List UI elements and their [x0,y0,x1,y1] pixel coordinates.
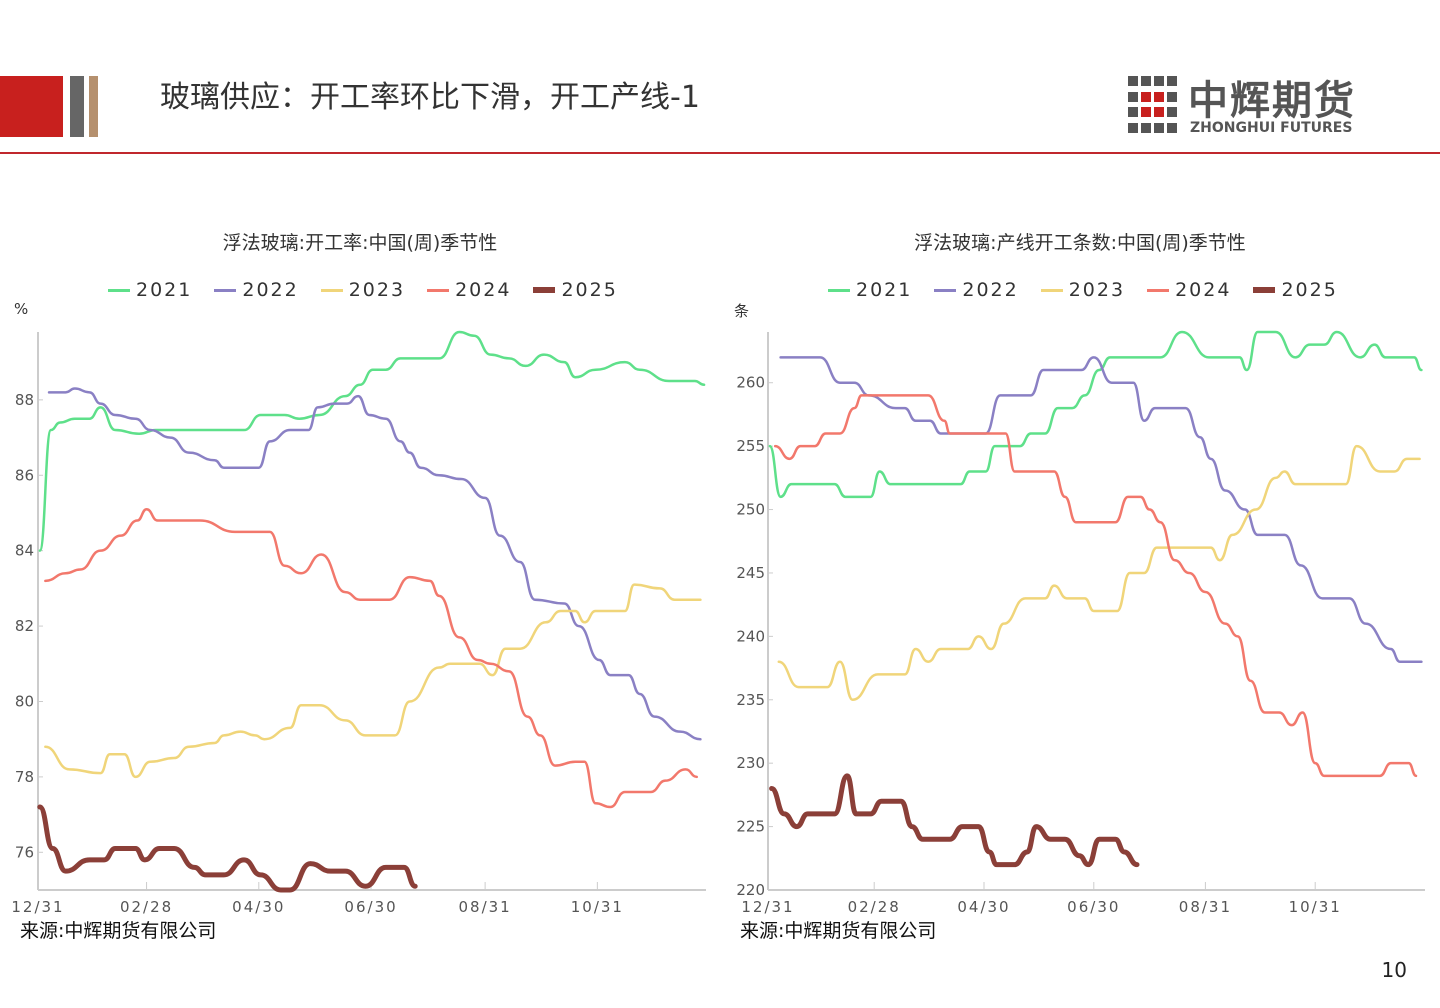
x-tick-label: 08/31 [1179,898,1232,916]
y-tick-label: 80 [15,692,34,710]
y-tick-label: 250 [736,501,765,519]
legend-label: 2025 [1281,279,1338,301]
legend-swatch [1253,287,1276,293]
x-tick-label: 06/30 [1067,898,1120,916]
legend-label: 2025 [561,279,618,301]
series-line-2024 [44,507,698,809]
legend-label: 2021 [856,279,913,301]
legend-swatch [1147,288,1170,292]
series-line-2022 [779,356,1423,663]
legend-item-2022[interactable]: 2022 [214,279,298,301]
legend-swatch [108,288,130,292]
company-logo: 中辉期货 ZHONGHUI FUTURES [1128,74,1358,138]
y-tick-label: 86 [15,466,34,484]
y-tick-label: 240 [736,627,765,645]
legend-swatch [828,288,850,292]
legend-label: 2021 [136,279,193,301]
x-tick-label: 06/30 [344,898,397,916]
y-tick-label: 88 [15,391,34,409]
y-tick-label: 245 [736,564,765,582]
y-tick-label: 82 [15,617,34,635]
series-line-2022 [47,387,702,741]
legend-label: 2022 [242,279,299,301]
legend-swatch [1040,288,1063,292]
legend-label: 2024 [455,279,512,301]
legend-label: 2022 [962,279,1019,301]
y-tick-label: 235 [736,691,765,709]
series-line-2025 [37,804,418,893]
legend-swatch [533,287,556,293]
legend-label: 2023 [348,279,406,301]
chart-2-source: 来源:中辉期货有限公司 [740,920,937,942]
chart-2-title: 浮法玻璃:产线开工条数:中国(周)季节性 [914,232,1246,254]
x-tick-label: 12/31 [11,898,64,916]
x-tick-label: 02/28 [120,898,173,916]
x-tick-label: 08/31 [459,898,512,916]
series-line-2023 [777,444,1421,702]
series-line-2021 [38,330,706,552]
legend-swatch [320,288,343,292]
y-tick-label: 76 [15,843,34,861]
y-tick-label: 225 [736,818,765,836]
legend-item-2023[interactable]: 2023 [320,279,406,301]
page-number: 10 [1381,958,1407,982]
legend-swatch [427,288,450,292]
y-tick-label: 260 [736,374,765,392]
chart-2-legend: 2021 2022 2023 2024 2025 [828,279,1338,301]
y-tick-label: 220 [736,881,765,899]
header-divider [0,152,1440,154]
legend-item-2025[interactable]: 2025 [1253,279,1337,301]
y-tick-label: 84 [15,542,34,560]
legend-swatch [934,288,957,292]
legend-label: 2023 [1068,279,1126,301]
series-line-2021 [768,330,1423,499]
legend-item-2024[interactable]: 2024 [1147,279,1231,301]
legend-item-2021[interactable]: 2021 [828,279,912,301]
page-title: 玻璃供应：开工率环比下滑，开工产线-1 [160,80,700,115]
series-line-2025 [769,773,1140,868]
chart-2-unit: 条 [734,302,750,320]
chart-1-title: 浮法玻璃:开工率:中国(周)季节性 [222,232,498,254]
legend-item-2022[interactable]: 2022 [934,279,1018,301]
x-tick-label: 12/31 [741,898,794,916]
header-gray-bar [70,76,84,137]
header-red-block [0,76,63,137]
series-line-2024 [773,394,1418,778]
legend-swatch [214,288,237,292]
y-tick-label: 255 [736,437,765,455]
header-tan-bar [89,76,98,137]
legend-item-2023[interactable]: 2023 [1040,279,1126,301]
x-tick-label: 10/31 [571,898,624,916]
y-tick-label: 78 [15,768,34,786]
legend-label: 2024 [1175,279,1232,301]
legend-item-2024[interactable]: 2024 [427,279,511,301]
x-tick-label: 04/30 [232,898,285,916]
chart-1-legend: 2021 2022 2023 2024 2025 [108,279,618,301]
legend-item-2025[interactable]: 2025 [533,279,617,301]
x-tick-label: 04/30 [957,898,1010,916]
chart-1-plot: 76 78 80 82 84 86 88 12/31 02/28 04/30 06/30 08/31 1… [11,330,706,916]
logo-text-en: ZHONGHUI FUTURES [1190,120,1353,136]
logo-text-cn: 中辉期货 [1188,78,1356,124]
legend-item-2021[interactable]: 2021 [108,279,192,301]
x-tick-label: 02/28 [848,898,901,916]
series-line-2023 [44,583,702,779]
chart-1-unit: % [14,300,29,318]
logo-mark-icon [1128,76,1178,134]
y-tick-label: 230 [736,754,765,772]
chart-1-source: 来源:中辉期货有限公司 [20,920,217,942]
x-tick-label: 10/31 [1289,898,1342,916]
